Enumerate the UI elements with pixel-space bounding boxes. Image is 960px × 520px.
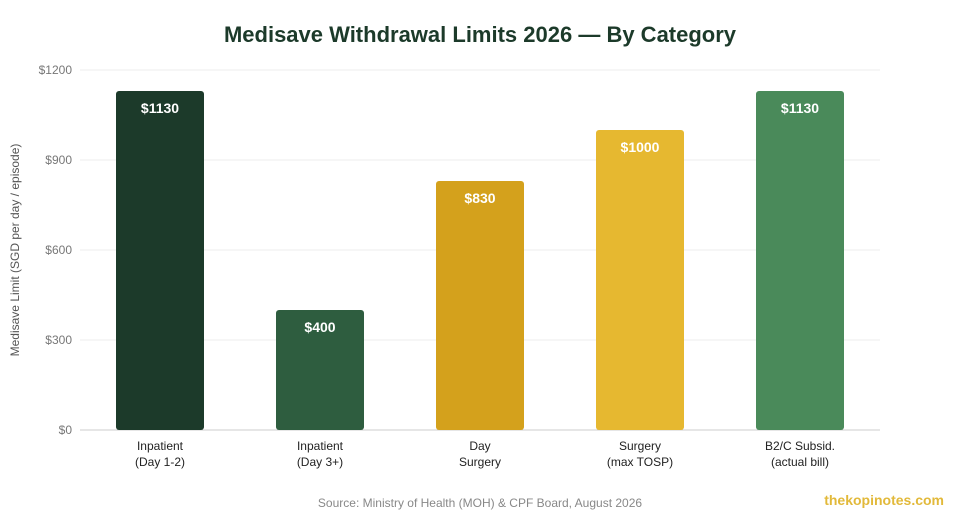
- bar-value-label: $830: [464, 190, 495, 206]
- bar-value-label: $1130: [141, 100, 179, 116]
- y-tick-label: $300: [45, 333, 72, 347]
- bar: [276, 310, 364, 430]
- bar-value-labels: $1130 $400 $830 $1000 $1130: [141, 100, 819, 335]
- x-category-label: (Day 3+): [297, 455, 343, 469]
- bar-value-label: $1130: [781, 100, 819, 116]
- bar: [436, 181, 524, 430]
- x-axis-categories: Inpatient (Day 1-2) Inpatient (Day 3+) Day Su…: [135, 439, 835, 469]
- bar: [596, 130, 684, 430]
- x-category-label: B2/C Subsid.: [765, 439, 835, 453]
- y-tick-label: $0: [59, 423, 73, 437]
- bar-value-label: $400: [304, 319, 335, 335]
- bar-value-label: $1000: [621, 139, 660, 155]
- x-category-label: Surgery: [619, 439, 661, 453]
- y-tick-label: $600: [45, 243, 72, 257]
- y-axis-title: Medisave Limit (SGD per day / episode): [8, 144, 22, 357]
- watermark: thekopinotes.com: [824, 492, 944, 508]
- y-axis-ticks: $0 $300 $600 $900 $1200: [39, 63, 73, 437]
- x-category-label: (actual bill): [771, 455, 829, 469]
- x-category-label: Inpatient: [297, 439, 344, 453]
- chart-title: Medisave Withdrawal Limits 2026 — By Cat…: [223, 22, 737, 47]
- bar: [756, 91, 844, 430]
- x-category-label: Inpatient: [137, 439, 184, 453]
- bars: [116, 91, 844, 430]
- x-category-label: (Day 1-2): [135, 455, 185, 469]
- x-category-label: (max TOSP): [607, 455, 673, 469]
- x-category-label: Day: [469, 439, 490, 453]
- y-tick-label: $1200: [39, 63, 73, 77]
- y-tick-label: $900: [45, 153, 72, 167]
- source-note: Source: Ministry of Health (MOH) & CPF B…: [317, 496, 643, 510]
- x-category-label: Surgery: [459, 455, 501, 469]
- bar: [116, 91, 204, 430]
